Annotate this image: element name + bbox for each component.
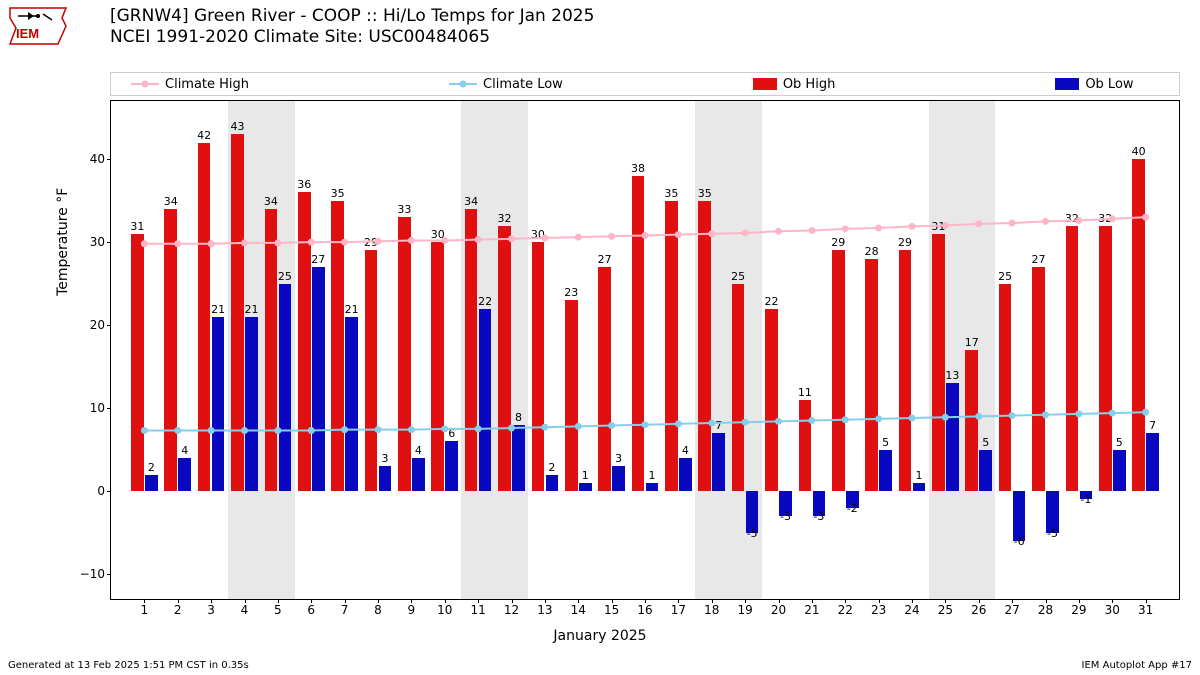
chart-titles: [GRNW4] Green River - COOP :: Hi/Lo Temp… xyxy=(110,6,594,49)
climate-high-dot xyxy=(341,239,348,246)
climate-low-dot xyxy=(1075,410,1082,417)
climate-low-dot xyxy=(174,427,181,434)
climate-low-dot xyxy=(1142,409,1149,416)
climate-low-dot xyxy=(875,415,882,422)
climate-high-dot xyxy=(241,239,248,246)
climate-low-dot xyxy=(842,416,849,423)
climate-low-dot xyxy=(575,423,582,430)
climate-low-dot xyxy=(308,427,315,434)
climate-low-dot xyxy=(1109,410,1116,417)
legend-marker-climate-high xyxy=(131,83,159,85)
climate-high-dot xyxy=(808,227,815,234)
climate-low-dot xyxy=(742,419,749,426)
climate-low-dot xyxy=(1009,412,1016,419)
climate-low-dot xyxy=(541,424,548,431)
climate-low-dot xyxy=(241,427,248,434)
y-tick-label: 40 xyxy=(65,152,111,166)
climate-high-dot xyxy=(942,222,949,229)
climate-high-line xyxy=(144,217,1145,244)
climate-lines xyxy=(111,101,1179,599)
climate-high-dot xyxy=(408,237,415,244)
climate-high-dot xyxy=(141,240,148,247)
climate-high-dot xyxy=(1009,220,1016,227)
climate-low-dot xyxy=(608,422,615,429)
climate-low-dot xyxy=(208,427,215,434)
climate-high-dot xyxy=(642,232,649,239)
climate-high-dot xyxy=(375,238,382,245)
climate-low-dot xyxy=(508,425,515,432)
climate-low-dot xyxy=(775,418,782,425)
climate-high-dot xyxy=(575,234,582,241)
climate-low-dot xyxy=(708,420,715,427)
footer-app: IEM Autoplot App #17 xyxy=(1082,660,1192,671)
legend-label-climate-high: Climate High xyxy=(165,77,249,92)
climate-low-dot xyxy=(675,420,682,427)
title-line-2: NCEI 1991-2020 Climate Site: USC00484065 xyxy=(110,27,594,48)
legend-label-climate-low: Climate Low xyxy=(483,77,563,92)
y-tick-label: 20 xyxy=(65,318,111,332)
climate-low-dot xyxy=(274,427,281,434)
climate-high-dot xyxy=(1142,214,1149,221)
climate-high-dot xyxy=(475,236,482,243)
climate-high-dot xyxy=(875,224,882,231)
y-axis-label: Temperature °F xyxy=(55,188,71,296)
climate-low-dot xyxy=(808,417,815,424)
climate-high-dot xyxy=(541,234,548,241)
climate-low-dot xyxy=(975,413,982,420)
title-line-1: [GRNW4] Green River - COOP :: Hi/Lo Temp… xyxy=(110,6,594,27)
footer-generated: Generated at 13 Feb 2025 1:51 PM CST in … xyxy=(8,660,249,671)
climate-high-dot xyxy=(308,239,315,246)
climate-high-dot xyxy=(775,228,782,235)
legend-label-ob-low: Ob Low xyxy=(1085,77,1133,92)
climate-high-dot xyxy=(1075,217,1082,224)
climate-low-dot xyxy=(942,414,949,421)
climate-high-dot xyxy=(1109,215,1116,222)
climate-low-dot xyxy=(475,425,482,432)
climate-low-dot xyxy=(1042,411,1049,418)
climate-high-dot xyxy=(842,225,849,232)
climate-low-dot xyxy=(408,426,415,433)
climate-high-dot xyxy=(1042,218,1049,225)
climate-high-dot xyxy=(508,235,515,242)
climate-high-dot xyxy=(608,233,615,240)
climate-high-dot xyxy=(174,240,181,247)
climate-high-dot xyxy=(441,237,448,244)
climate-low-dot xyxy=(909,415,916,422)
climate-low-dot xyxy=(341,426,348,433)
svg-text:IEM: IEM xyxy=(16,26,39,41)
climate-high-dot xyxy=(675,231,682,238)
plot-area: −100102030401234567891011121314151617181… xyxy=(110,100,1180,600)
legend: Climate High Climate Low Ob High Ob Low xyxy=(110,72,1180,96)
climate-high-dot xyxy=(708,230,715,237)
legend-swatch-ob-low xyxy=(1055,78,1079,90)
climate-high-dot xyxy=(909,223,916,230)
legend-swatch-ob-high xyxy=(753,78,777,90)
climate-high-dot xyxy=(742,229,749,236)
iem-logo: IEM xyxy=(8,6,68,46)
y-tick-label: 0 xyxy=(65,484,111,498)
climate-high-dot xyxy=(274,239,281,246)
climate-high-dot xyxy=(975,220,982,227)
legend-label-ob-high: Ob High xyxy=(783,77,836,92)
climate-low-dot xyxy=(642,421,649,428)
y-tick-label: 10 xyxy=(65,401,111,415)
climate-low-dot xyxy=(141,427,148,434)
y-tick-label: −10 xyxy=(65,567,111,581)
climate-high-dot xyxy=(208,240,215,247)
climate-low-dot xyxy=(375,426,382,433)
y-tick-label: 30 xyxy=(65,235,111,249)
x-axis-label: January 2025 xyxy=(553,628,646,644)
climate-low-dot xyxy=(441,425,448,432)
legend-marker-climate-low xyxy=(449,83,477,85)
